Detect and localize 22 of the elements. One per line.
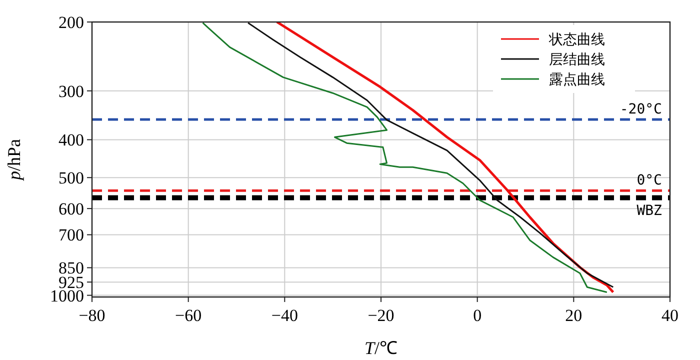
x-tick-label: 20 bbox=[565, 306, 582, 325]
x-tick-label: 40 bbox=[662, 306, 678, 325]
ref-line-label: -20°C bbox=[620, 101, 662, 118]
legend-label: 状态曲线 bbox=[548, 32, 605, 48]
x-tick-label: 0 bbox=[473, 306, 482, 325]
y-axis-title: p/hPa bbox=[4, 138, 24, 182]
legend-label: 露点曲线 bbox=[549, 72, 605, 88]
y-tick-label: 500 bbox=[58, 168, 84, 188]
y-tick-label: 850 bbox=[58, 258, 84, 278]
x-axis-title: T/℃ bbox=[364, 338, 398, 358]
x-tick-label: −20 bbox=[368, 306, 394, 325]
y-tick-label: 200 bbox=[58, 13, 84, 32]
legend-label: 层结曲线 bbox=[549, 52, 605, 68]
x-tick-label: −80 bbox=[78, 306, 106, 325]
x-tick-label: −40 bbox=[271, 306, 298, 325]
y-tick-label: 400 bbox=[58, 130, 84, 150]
y-tick-label: 700 bbox=[58, 226, 84, 245]
y-tick-label: 600 bbox=[58, 200, 84, 219]
y-tick-label: 300 bbox=[58, 82, 84, 101]
ref-line-label: WBZ bbox=[636, 202, 662, 219]
ref-line-label: 0°C bbox=[636, 172, 662, 189]
x-tick-label: −60 bbox=[175, 306, 202, 325]
